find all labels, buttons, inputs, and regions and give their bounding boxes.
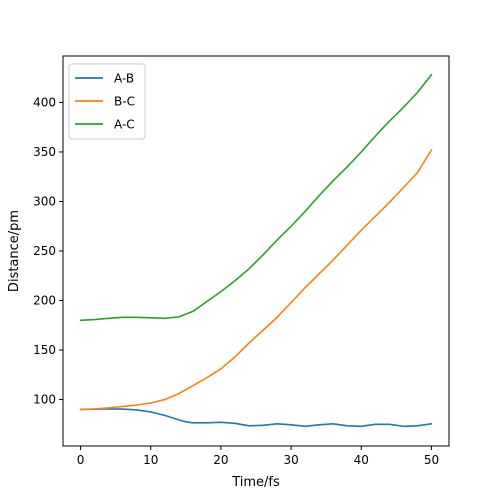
legend: A-B B-C A-C <box>68 63 146 140</box>
y-tick-label: 200 <box>33 294 56 308</box>
series-line-b-c <box>79 149 433 411</box>
y-tick-label: 100 <box>33 393 56 407</box>
legend-label-a-b: A-B <box>114 72 134 86</box>
series-line-a-c <box>79 73 433 322</box>
y-tick-label: 350 <box>33 145 56 159</box>
x-tick-label: 20 <box>213 453 228 467</box>
x-tick-label: 40 <box>354 453 369 467</box>
x-tick-label: 30 <box>283 453 298 467</box>
y-tick-label: 300 <box>33 194 56 208</box>
y-axis-label: Distance/pm <box>7 210 22 292</box>
y-tick-label: 150 <box>33 343 56 357</box>
x-tick-label: 0 <box>77 453 85 467</box>
legend-box <box>68 63 146 140</box>
y-axis-ticks: 100 150 200 250 300 350 400 <box>33 95 63 407</box>
series-layer <box>79 73 433 428</box>
x-tick-label: 10 <box>143 453 158 467</box>
x-tick-label: 50 <box>424 453 439 467</box>
legend-label-b-c: B-C <box>114 95 135 109</box>
x-axis-label: Time/fs <box>231 475 280 490</box>
series-line-a-b <box>79 408 433 428</box>
x-axis-ticks: 0 10 20 30 40 50 <box>77 446 439 467</box>
legend-label-a-c: A-C <box>114 118 135 132</box>
y-tick-label: 400 <box>33 95 56 109</box>
y-tick-label: 250 <box>33 244 56 258</box>
